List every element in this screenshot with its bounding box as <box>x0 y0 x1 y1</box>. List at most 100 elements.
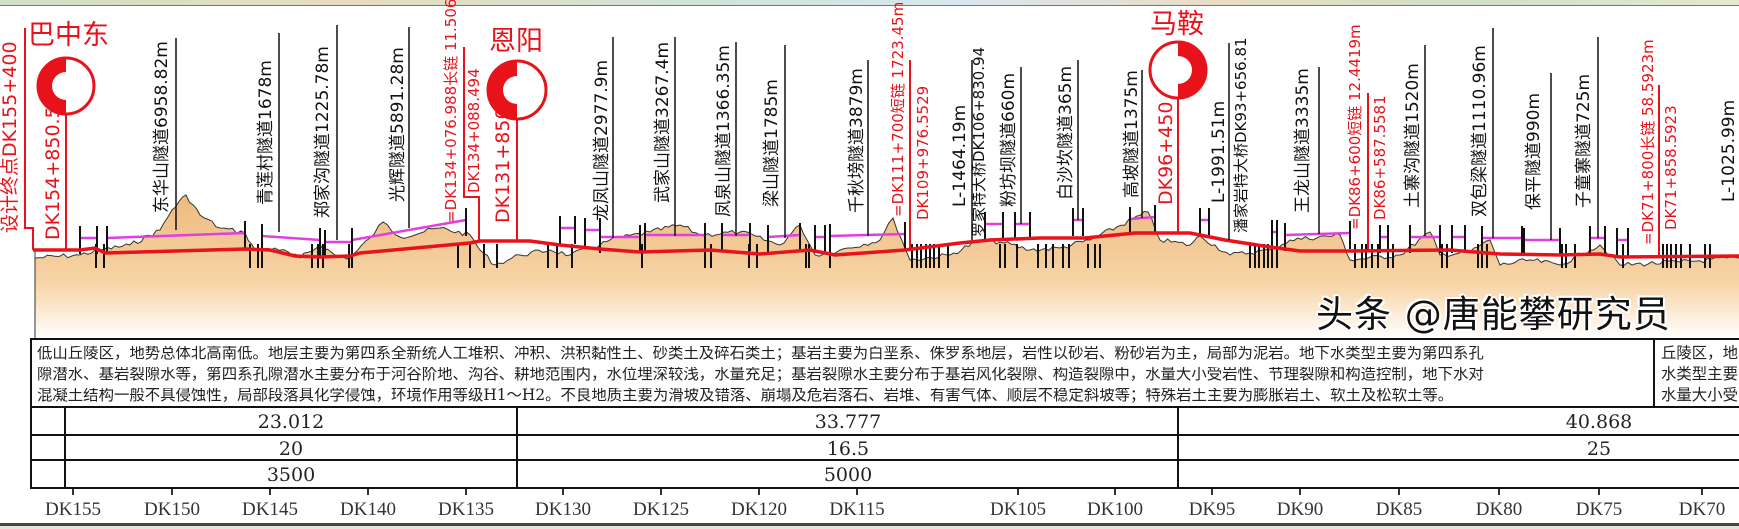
axis-tick <box>465 489 467 495</box>
geology-line: 低山丘陵区，地势总体北高南低。地层主要为第四系全新统人工堆积、冲积、洪积黏性土、… <box>37 346 1484 362</box>
structure-label: 光辉隧道5891.28m <box>388 47 408 202</box>
structure-label: 土寨沟隧道1520m <box>1403 63 1423 208</box>
watermark: 头条 @唐能攀研究员 <box>1316 293 1671 336</box>
geology-line: 混凝土结构一般不具侵蚀性，局部段落具化学侵蚀，环境作用等级H1～H2。不良地质主… <box>37 388 1454 404</box>
axis-label: DK80 <box>1475 499 1523 520</box>
tunnel-segment <box>351 218 467 242</box>
segment-length: 33.777 <box>814 411 882 433</box>
axis-label: DK130 <box>535 499 591 520</box>
structure-label: 双包梁隧道1110.96m <box>1470 45 1490 217</box>
axis-tick <box>1598 489 1600 495</box>
structure-label: 罗家特大桥DK106+830.94 <box>970 46 988 237</box>
axis-label: DK85 <box>1375 499 1423 520</box>
label-leader-lines <box>175 25 1599 240</box>
axis-tick <box>1211 489 1213 495</box>
station-name-enyang: 恩阳 <box>489 26 543 57</box>
station-mileage-enyang: DK131+850 <box>492 107 514 223</box>
axis-tick <box>72 489 74 495</box>
chain-mileage: DK109+976.5529 <box>914 85 932 220</box>
segment-length: 23.012 <box>257 411 325 433</box>
table-divider <box>516 408 518 489</box>
structure-label: 梁山隧道1785m <box>762 79 782 207</box>
bottom-strip <box>0 526 1739 529</box>
station-mileage-bazhongdong: DK154+850.5 <box>42 106 64 240</box>
axis-tick <box>367 489 369 495</box>
chain-label: =DK71+800长链 58.5923m <box>1639 39 1657 245</box>
axis-label: DK125 <box>633 499 689 520</box>
structure-label: L-1464.19m <box>950 104 970 207</box>
geology-line: 隙潜水、基岩裂隙水等，第四系孔隙潜水主要分布于河谷阶地、沟谷、耕地范围内，水位埋… <box>37 367 1484 383</box>
structure-label: 白沙坎隧道365m <box>1056 65 1076 200</box>
bottom-border <box>0 523 1739 526</box>
bridge-piers <box>95 244 1711 268</box>
structure-label: 郑家沟隧道1225.78m <box>313 46 333 218</box>
structure-label: 武家山隧道3267.4m <box>653 41 673 203</box>
structure-label: 千秋塝隧道3879m <box>847 68 867 213</box>
axis-label: DK115 <box>829 499 885 520</box>
map-strip <box>0 0 1739 6</box>
chain-mileage: DK86+587.5581 <box>1371 95 1389 220</box>
geology-line: 水量大小受 <box>1661 386 1738 404</box>
axis-tick <box>171 489 173 495</box>
segment-gradient: 25 <box>1586 438 1612 460</box>
axis-label: DK100 <box>1087 499 1143 520</box>
axis-label: DK70 <box>1678 499 1726 520</box>
structure-label: 青莲村隧道1678m <box>256 60 276 205</box>
axis-label: DK145 <box>242 499 298 520</box>
chain-label: =DK86+600短链 12.4419m <box>1346 24 1364 230</box>
ground-surface-line <box>34 194 1739 267</box>
table-divider <box>64 408 66 489</box>
axis-tick <box>1017 489 1019 495</box>
table-border <box>30 408 32 489</box>
station-symbol-maan <box>1148 40 1208 100</box>
station-name-maan: 马鞍 <box>1150 9 1204 40</box>
chain-mileage: DK71+858.5923 <box>1662 105 1680 230</box>
axis-label: DK105 <box>990 499 1046 520</box>
axis-tick <box>1299 489 1301 495</box>
axis-tick <box>1398 489 1400 495</box>
table-row-gradient <box>30 436 1739 461</box>
structure-label: L-1025.99m <box>1719 99 1739 202</box>
chain-label: =DK134+076.988长链 11.506m <box>442 0 460 223</box>
geology-line: 丘陵区，地 <box>1661 344 1738 362</box>
design-grade-line <box>33 231 1739 259</box>
axis-label: DK120 <box>731 499 787 520</box>
station-mileage-maan: DK96+450 <box>1155 101 1177 205</box>
geology-line: 水类型主要 <box>1661 365 1738 383</box>
segment-length: 40.868 <box>1565 411 1633 433</box>
tunnel-segment <box>767 233 801 239</box>
segment-radius: 5000 <box>823 464 873 486</box>
axis-label: DK140 <box>340 499 396 520</box>
structure-label: L-1991.51m <box>1209 100 1229 203</box>
axis-tick <box>856 489 858 495</box>
segment-radius: 3500 <box>266 464 316 486</box>
longitudinal-profile <box>24 25 1739 338</box>
axis-label: DK75 <box>1575 499 1623 520</box>
structure-label: 粉坊坝隧道660m <box>999 72 1019 207</box>
axis-tick <box>269 489 271 495</box>
chain-mileage: DK134+088.494 <box>465 68 483 193</box>
tunnel-segment <box>1284 231 1351 237</box>
table-row-length <box>30 408 1739 436</box>
axis-label: DK95 <box>1188 499 1236 520</box>
axis-tick <box>562 489 564 495</box>
axis-label: DK150 <box>144 499 200 520</box>
axis-tick <box>758 489 760 495</box>
segment-gradient: 16.5 <box>826 438 870 460</box>
axis-tick <box>1498 489 1500 495</box>
station-marker-lines <box>24 28 1660 257</box>
axis-tick <box>1114 489 1116 495</box>
table-divider <box>1177 408 1179 489</box>
tunnel-segment <box>261 234 321 242</box>
structure-label: 子童寨隧道725m <box>1574 73 1594 208</box>
station-name-bazhongdong: 巴中东 <box>28 20 109 51</box>
station-symbol-bazhongdong <box>36 56 96 116</box>
structure-label: 保平隧道990m <box>1524 92 1544 210</box>
structure-label: 龙凤山隧道2977.9m <box>592 59 612 221</box>
structure-label: 凤泉山隧道1366.35m <box>714 45 734 217</box>
axis-tick <box>660 489 662 495</box>
axis-label: DK155 <box>45 499 101 520</box>
geology-description-next: 丘陵区，地 水类型主要 水量大小受 <box>1653 340 1738 406</box>
chain-label: =DK111+700短链 1723.45m <box>889 1 907 217</box>
structure-label: 潘家岩特大桥DK93+656.81 <box>1232 37 1250 233</box>
